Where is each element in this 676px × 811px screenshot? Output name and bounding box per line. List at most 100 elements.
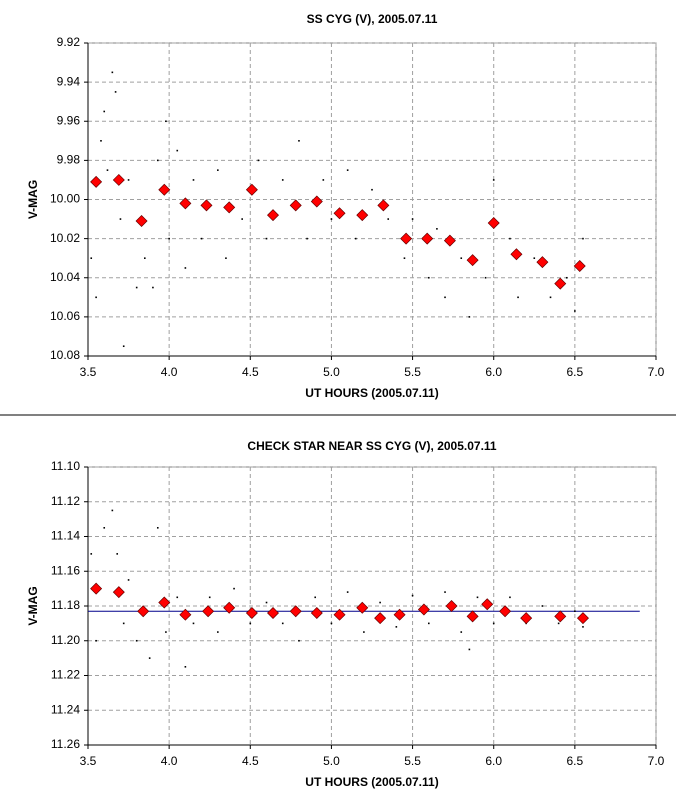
- y-tick-label: 11.12: [51, 494, 80, 508]
- data-point: [393, 608, 406, 621]
- data-dot: [460, 631, 463, 633]
- data-dot: [116, 553, 119, 555]
- y-tick-label: 11.16: [51, 563, 80, 577]
- data-point: [487, 216, 500, 229]
- x-tick-label: 4.0: [161, 365, 178, 379]
- data-dot: [492, 179, 495, 181]
- data-point: [417, 603, 430, 616]
- data-point: [245, 606, 258, 619]
- y-tick-label: 9.98: [57, 153, 81, 167]
- data-dot: [509, 596, 511, 599]
- data-dot: [541, 605, 544, 607]
- x-tick-label: 7.0: [648, 754, 665, 768]
- x-tick-label: 5.0: [323, 754, 340, 768]
- data-point: [289, 605, 302, 618]
- data-point: [158, 183, 171, 196]
- data-point: [466, 254, 479, 267]
- x-tick-label: 4.0: [161, 754, 178, 768]
- data-dot: [156, 159, 159, 162]
- data-dot: [533, 257, 536, 259]
- data-dot: [346, 169, 349, 171]
- x-tick-label: 3.5: [80, 365, 97, 379]
- data-point: [158, 596, 171, 609]
- data-dot: [168, 237, 170, 240]
- data-dot: [127, 179, 130, 181]
- y-tick-label: 11.26: [51, 737, 80, 751]
- data-dot: [135, 286, 138, 289]
- data-dot: [281, 179, 284, 181]
- data-point: [223, 601, 236, 614]
- data-point: [135, 215, 148, 228]
- y-tick-label: 11.10: [51, 459, 80, 473]
- data-dot: [95, 296, 97, 299]
- data-dot: [233, 587, 235, 590]
- x-tick-label: 6.0: [485, 365, 502, 379]
- data-dot: [106, 169, 109, 171]
- data-point: [356, 601, 369, 614]
- x-tick-label: 4.5: [242, 754, 259, 768]
- data-point: [377, 199, 390, 212]
- data-dot: [517, 296, 519, 299]
- data-dot: [565, 276, 568, 279]
- y-tick-label: 9.94: [57, 74, 81, 88]
- x-tick-label: 7.0: [648, 365, 665, 379]
- data-dot: [90, 553, 93, 555]
- data-dot: [468, 648, 471, 651]
- x-tick-label: 4.5: [242, 365, 259, 379]
- data-point: [179, 608, 192, 621]
- data-point: [554, 610, 567, 623]
- x-axis-label: UT HOURS (2005.07.11): [305, 775, 438, 789]
- data-point: [90, 582, 103, 595]
- data-dot: [152, 286, 154, 289]
- data-point: [267, 606, 280, 619]
- data-dot: [346, 591, 349, 593]
- data-point: [112, 173, 125, 186]
- y-tick-label: 10.04: [50, 270, 80, 284]
- data-dot: [330, 622, 333, 625]
- x-tick-label: 5.5: [404, 365, 421, 379]
- chart-title: SS CYG (V), 2005.07.11: [307, 12, 438, 26]
- data-point: [333, 608, 346, 621]
- y-axis-label: V-MAG: [26, 586, 40, 625]
- data-dot: [387, 218, 390, 220]
- x-tick-label: 6.5: [567, 754, 584, 768]
- data-dot: [582, 237, 584, 240]
- data-dot: [436, 228, 438, 230]
- data-dot: [103, 110, 106, 113]
- data-dot: [184, 666, 187, 668]
- data-dot: [192, 622, 195, 625]
- x-tick-label: 5.0: [323, 365, 340, 379]
- data-dot: [100, 140, 102, 142]
- y-tick-label: 10.06: [50, 309, 80, 323]
- data-dot: [122, 622, 125, 625]
- chart-title: CHECK STAR NEAR SS CYG (V), 2005.07.11: [247, 439, 497, 453]
- data-dot: [192, 179, 195, 181]
- data-point: [374, 612, 387, 625]
- data-point: [333, 207, 346, 220]
- data-dot: [314, 596, 316, 599]
- data-dot: [322, 179, 325, 181]
- y-tick-label: 11.20: [51, 633, 80, 647]
- data-dot: [122, 345, 125, 348]
- data-point: [310, 195, 323, 208]
- data-dot: [208, 596, 211, 599]
- data-dot: [557, 622, 560, 625]
- data-dot: [444, 591, 446, 593]
- data-dot: [265, 601, 268, 604]
- data-dot: [225, 257, 227, 259]
- data-point: [310, 606, 323, 619]
- y-axis-label: V-MAG: [26, 180, 40, 219]
- data-dot: [363, 631, 365, 633]
- data-dot: [249, 622, 252, 625]
- y-tick-label: 11.22: [51, 668, 80, 682]
- data-dot: [184, 267, 187, 269]
- data-point: [112, 586, 125, 599]
- data-dot: [444, 296, 446, 299]
- data-dot: [148, 657, 151, 659]
- data-dot: [165, 120, 167, 123]
- data-dot: [265, 237, 268, 240]
- data-point: [289, 199, 302, 212]
- data-dot: [127, 579, 130, 581]
- x-tick-label: 3.5: [80, 754, 97, 768]
